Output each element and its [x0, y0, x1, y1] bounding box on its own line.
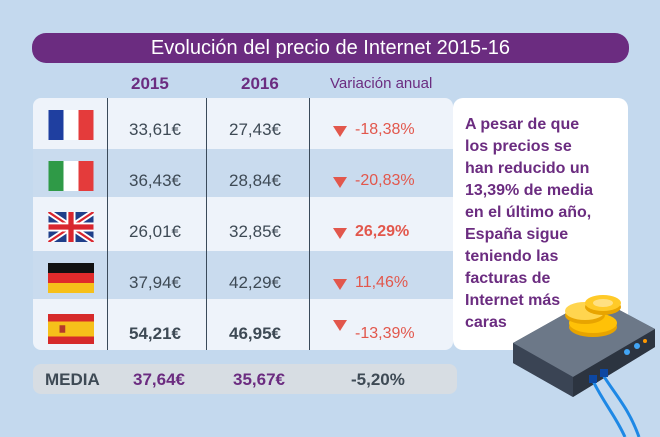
uk-2016: 32,85€ [229, 222, 281, 241]
france-2015: 33,61€ [129, 120, 181, 139]
italy-2015: 36,43€ [129, 171, 181, 190]
spain-2016: 46,95€ [229, 324, 281, 343]
uk-variation: 26,29% [355, 223, 410, 240]
media-variation: -5,20% [351, 370, 405, 389]
table-row [33, 251, 453, 299]
media-2016: 35,67€ [233, 370, 285, 389]
note-text: A pesar de que los precios se han reduci… [465, 116, 594, 331]
media-label: MEDIA [45, 370, 100, 389]
header-variation: Variación anual [330, 75, 433, 92]
uk-flag-icon [48, 212, 94, 242]
uk-2015: 26,01€ [129, 222, 181, 241]
spain-2015: 54,21€ [129, 324, 181, 343]
arrow-down-icon [333, 126, 347, 137]
italy-flag-icon [48, 161, 94, 191]
germany-2016: 42,29€ [229, 273, 281, 292]
arrow-down-icon [333, 177, 347, 188]
table-row [33, 149, 453, 197]
price-table: 33,61€ 27,43€ -18,38% 36,43€ 28,84€ -20,… [33, 98, 453, 350]
column-divider [107, 98, 108, 350]
germany-variation: 11,46% [355, 274, 409, 291]
france-flag-icon [48, 110, 94, 140]
router-icon [513, 295, 655, 437]
media-row: MEDIA 37,64€ 35,67€ -5,20% [33, 364, 457, 394]
header-2016: 2016 [241, 74, 279, 93]
arrow-down-icon [333, 279, 347, 290]
italy-2016: 28,84€ [229, 171, 281, 190]
arrow-down-icon [333, 320, 347, 331]
media-2015: 37,64€ [133, 370, 185, 389]
header-2015: 2015 [131, 74, 169, 93]
spain-variation: -13,39% [355, 325, 415, 342]
france-2016: 27,43€ [229, 120, 281, 139]
arrow-down-icon [333, 228, 347, 239]
coins-icon [565, 295, 621, 337]
france-variation: -18,38% [355, 121, 415, 138]
spain-flag-icon [48, 314, 94, 344]
germany-2015: 37,94€ [129, 273, 181, 292]
column-divider [309, 98, 310, 350]
page-title: Evolución del precio de Internet 2015-16 [32, 33, 629, 63]
column-divider [206, 98, 207, 350]
germany-flag-icon [48, 263, 94, 293]
italy-variation: -20,83% [355, 172, 415, 189]
